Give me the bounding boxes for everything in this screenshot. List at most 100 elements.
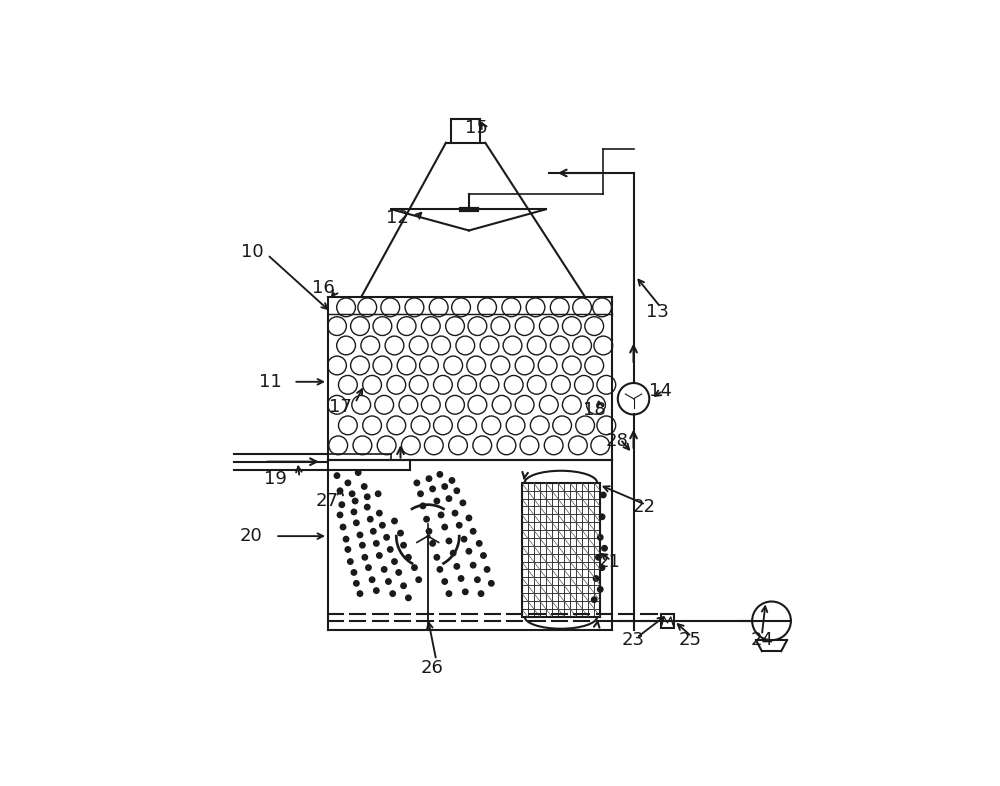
Circle shape <box>458 576 464 581</box>
Circle shape <box>390 591 395 597</box>
Circle shape <box>476 541 482 546</box>
Circle shape <box>369 577 375 582</box>
Bar <box>522 483 600 617</box>
Circle shape <box>437 567 443 572</box>
Circle shape <box>601 492 606 498</box>
Circle shape <box>345 480 351 486</box>
Circle shape <box>348 559 353 564</box>
Circle shape <box>371 528 376 534</box>
Circle shape <box>396 570 401 575</box>
Circle shape <box>481 553 486 558</box>
Circle shape <box>454 488 460 494</box>
Circle shape <box>360 542 365 548</box>
Circle shape <box>430 541 435 546</box>
Text: 28: 28 <box>605 432 628 450</box>
Circle shape <box>442 483 447 489</box>
Circle shape <box>466 549 472 554</box>
Circle shape <box>414 480 420 486</box>
Circle shape <box>593 576 599 581</box>
Circle shape <box>374 588 379 593</box>
Circle shape <box>470 528 476 534</box>
Text: 25: 25 <box>678 631 701 649</box>
Circle shape <box>599 514 605 520</box>
Circle shape <box>349 491 355 497</box>
Circle shape <box>591 597 597 602</box>
Circle shape <box>426 476 432 481</box>
Text: 16: 16 <box>312 279 335 297</box>
Circle shape <box>361 483 367 489</box>
Circle shape <box>340 524 346 530</box>
Circle shape <box>365 505 370 510</box>
Circle shape <box>354 520 359 526</box>
Circle shape <box>484 567 490 572</box>
Circle shape <box>362 555 368 560</box>
Circle shape <box>470 563 476 568</box>
Circle shape <box>339 502 345 508</box>
Circle shape <box>426 528 432 534</box>
Circle shape <box>437 472 443 477</box>
Circle shape <box>430 487 435 492</box>
Circle shape <box>463 589 468 594</box>
Circle shape <box>357 591 363 597</box>
Circle shape <box>377 553 382 558</box>
Text: 14: 14 <box>649 382 672 400</box>
Circle shape <box>424 516 429 522</box>
Circle shape <box>406 555 411 560</box>
Circle shape <box>442 524 447 530</box>
Circle shape <box>475 577 480 582</box>
Text: 26: 26 <box>421 659 443 677</box>
Circle shape <box>457 523 462 528</box>
Text: 22: 22 <box>633 498 656 516</box>
Circle shape <box>337 512 343 518</box>
Circle shape <box>366 565 371 571</box>
Circle shape <box>420 503 426 509</box>
Circle shape <box>416 577 421 582</box>
Circle shape <box>418 491 423 497</box>
Text: 21: 21 <box>598 553 621 571</box>
Circle shape <box>334 473 340 479</box>
Circle shape <box>380 523 385 528</box>
Circle shape <box>406 595 411 601</box>
Text: 11: 11 <box>259 373 282 391</box>
Text: 13: 13 <box>646 303 669 321</box>
Circle shape <box>401 542 406 548</box>
Circle shape <box>392 559 397 564</box>
Circle shape <box>337 488 343 494</box>
Circle shape <box>377 510 382 516</box>
Circle shape <box>478 591 484 597</box>
Circle shape <box>354 581 359 586</box>
Text: 17: 17 <box>329 399 351 417</box>
Text: 24: 24 <box>750 631 773 649</box>
Circle shape <box>446 496 452 501</box>
Circle shape <box>384 534 389 540</box>
Circle shape <box>438 512 444 518</box>
Circle shape <box>343 536 349 542</box>
Circle shape <box>401 583 406 589</box>
Circle shape <box>460 500 466 505</box>
Circle shape <box>375 491 381 497</box>
Circle shape <box>446 591 452 597</box>
Circle shape <box>392 518 397 523</box>
Text: 18: 18 <box>583 401 606 419</box>
Bar <box>661 614 674 627</box>
Circle shape <box>386 578 391 584</box>
Circle shape <box>368 516 373 522</box>
Circle shape <box>365 494 370 500</box>
Circle shape <box>452 510 458 516</box>
Circle shape <box>357 532 363 538</box>
Circle shape <box>454 564 460 569</box>
Circle shape <box>450 550 456 556</box>
Text: 19: 19 <box>264 469 287 487</box>
Circle shape <box>434 555 440 560</box>
Circle shape <box>461 536 467 542</box>
Circle shape <box>352 498 358 504</box>
Circle shape <box>442 578 447 584</box>
Circle shape <box>412 565 417 571</box>
Text: 20: 20 <box>240 527 262 545</box>
Text: 10: 10 <box>241 243 264 261</box>
Circle shape <box>398 531 403 536</box>
Circle shape <box>446 538 452 544</box>
Circle shape <box>374 541 379 546</box>
Circle shape <box>381 567 387 572</box>
Circle shape <box>351 570 357 575</box>
